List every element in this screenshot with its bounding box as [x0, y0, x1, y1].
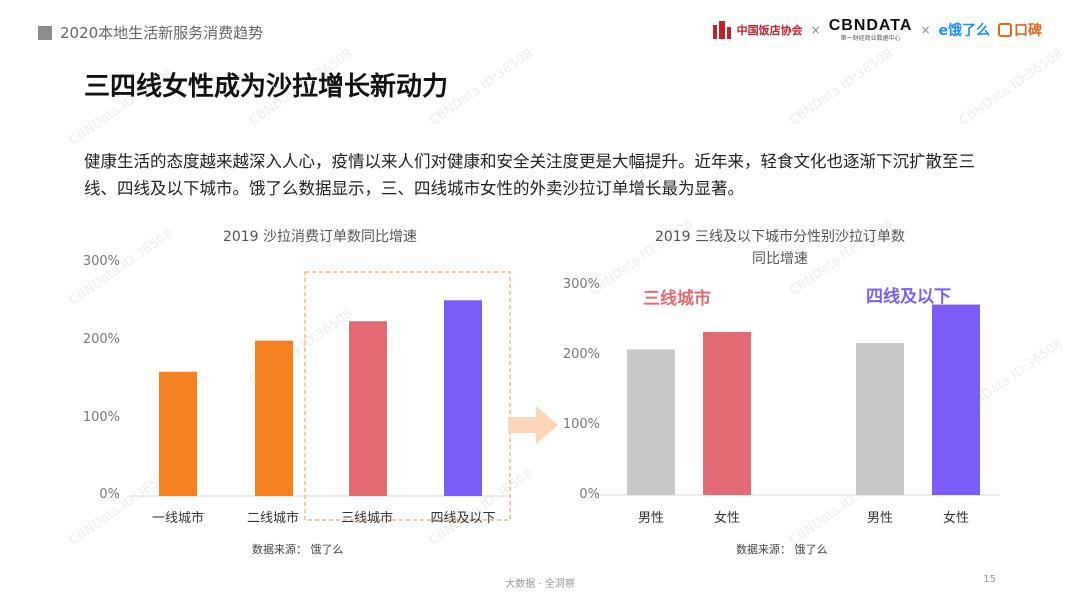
eleme-logo: e饿了么: [938, 23, 991, 39]
chart2-ytick: 200%: [562, 347, 600, 362]
chart2-ytick: 100%: [562, 417, 600, 432]
times-separator: ×: [920, 23, 931, 37]
chart2-title: 2019 三线及以下城市分性别沙拉订单数: [654, 229, 906, 245]
chart1-ytick: 200%: [82, 332, 120, 347]
partner-logos: 中国饭店协会 × CBNDATA 第一财经商业数据中心 × e饿了么 口碑: [711, 18, 1042, 42]
chart1-ytick: 0%: [99, 487, 120, 502]
chart1-category: 四线及以下: [430, 511, 496, 526]
chart1-bar: [255, 340, 293, 496]
chart1-category: 三线城市: [340, 511, 393, 526]
koubei-box-icon: [998, 23, 1012, 37]
cbndata-subtitle: 第一财经商业数据中心: [840, 35, 901, 42]
chart1-bar: [349, 321, 387, 496]
page-title: 三四线女性成为沙拉增长新动力: [84, 72, 449, 102]
right-arrow-icon: [508, 406, 558, 444]
page-number: 15: [983, 574, 996, 585]
watermark: CBNData ID:36508: [956, 46, 1066, 129]
chart2-bar: [703, 331, 751, 495]
chart2-ytick: 0%: [579, 487, 600, 502]
chart2-title-line2: 同比增速: [752, 251, 808, 267]
cbndata-logo: CBNDATA 第一财经商业数据中心: [829, 18, 913, 42]
cbndata-name: CBNDATA: [828, 17, 913, 34]
chart1-category: 二线城市: [246, 511, 299, 526]
chart2-category: 女性: [942, 511, 969, 526]
square-icon: [38, 25, 52, 40]
hotel-association-logo: 中国饭店协会: [711, 19, 803, 41]
hotel-building-icon: [712, 21, 731, 39]
chart1-title: 2019 沙拉消费订单数同比增速: [222, 229, 418, 245]
chart1-source: 数据来源： 饿了么: [252, 543, 344, 556]
hotel-association-name: 中国饭店协会: [736, 24, 803, 37]
chart1-category: 一线城市: [151, 511, 204, 526]
chart2-category: 男性: [637, 511, 664, 526]
footer-slogan: 大数据 · 全洞察: [505, 579, 575, 590]
chart2-bar: [932, 304, 980, 495]
description-text: 健康生活的态度越来越深入人心，疫情以来人们对健康和安全关注度更是大幅提升。近年来…: [84, 152, 975, 198]
chart2-bar: [856, 343, 904, 495]
chart2-source: 数据来源： 饿了么: [736, 543, 828, 556]
chart1-ytick: 300%: [82, 254, 120, 269]
chart2-plot: [600, 304, 1000, 496]
chart2-bar: [627, 349, 675, 495]
koubei-logo: 口碑: [998, 20, 1042, 40]
chart2-category: 女性: [713, 511, 740, 526]
report-tag: 2020本地生活新服务消费趋势: [38, 22, 263, 43]
chart1-bar: [444, 300, 482, 496]
chart1-plot: [130, 271, 511, 521]
chart2-category: 男性: [866, 511, 893, 526]
group-label-fourth-tier: 四线及以下: [866, 287, 951, 307]
group-label-third-tier: 三线城市: [643, 289, 711, 309]
chart1-bar: [159, 371, 197, 496]
watermark: CBNData ID:36508: [786, 46, 896, 129]
chart1-ytick: 100%: [82, 410, 120, 425]
report-tag-label: 2020本地生活新服务消费趋势: [60, 24, 264, 42]
koubei-name: 口碑: [1014, 23, 1042, 39]
chart2-ytick: 300%: [562, 277, 600, 292]
times-separator: ×: [810, 23, 821, 37]
chart1-highlight-box: [304, 271, 511, 521]
